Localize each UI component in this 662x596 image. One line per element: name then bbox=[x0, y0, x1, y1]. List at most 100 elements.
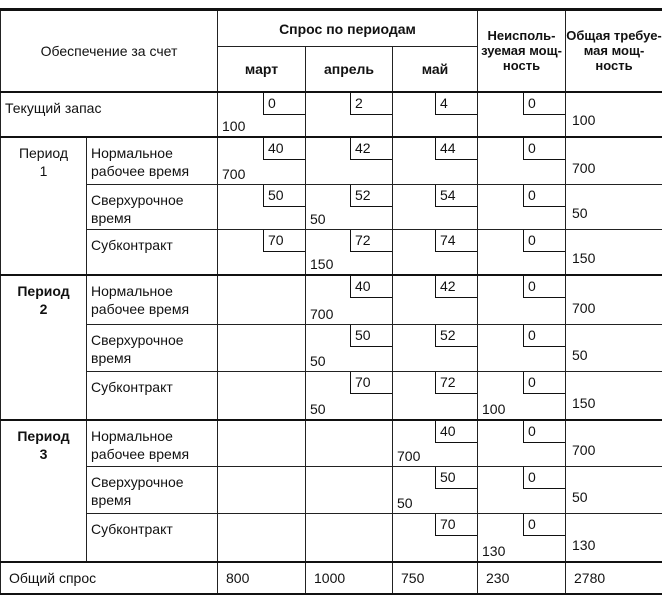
table-row: Субконтракт 70 50 72 0 100 150 bbox=[1, 371, 662, 420]
allocation-cell: 0 bbox=[477, 466, 566, 514]
total-capacity-cell: 150 bbox=[565, 229, 662, 275]
allocation-cell bbox=[217, 513, 306, 562]
period-number: 3 bbox=[39, 445, 48, 462]
allocated-quantity: 50 bbox=[310, 211, 326, 227]
total-capacity-cell: 150 bbox=[565, 371, 662, 420]
period-label: Период 1 bbox=[0, 135, 87, 275]
row-label: Сверхурочное время bbox=[86, 184, 218, 230]
total-demand-value: 750 bbox=[392, 560, 478, 595]
unit-cost: 0 bbox=[523, 275, 565, 298]
table-row: Субконтракт 70 72 150 74 0 150 bbox=[1, 229, 662, 275]
allocation-cell: 52 50 bbox=[305, 184, 393, 230]
unit-cost: 70 bbox=[263, 230, 305, 252]
total-capacity-header: Общая требуе-мая мощ-ность bbox=[565, 8, 662, 93]
allocated-quantity: 50 bbox=[310, 400, 326, 417]
total-capacity-value: 130 bbox=[572, 536, 596, 553]
total-demand-value: 1000 bbox=[305, 560, 393, 595]
allocation-cell: 4 bbox=[392, 90, 478, 137]
unit-cost: 42 bbox=[435, 275, 477, 298]
month-header: май bbox=[392, 46, 478, 93]
total-capacity-value: 700 bbox=[572, 442, 596, 458]
allocation-cell: 0 130 bbox=[477, 513, 566, 562]
allocation-cell: 0 bbox=[477, 418, 566, 467]
table-row: Период 3 Нормальное рабочее время 40 700 0 700 bbox=[0, 418, 662, 562]
total-capacity-value: 50 bbox=[572, 489, 588, 505]
month-header: март bbox=[217, 46, 306, 93]
allocation-cell: 42 bbox=[305, 135, 393, 185]
row-label: Нормальное рабочее время bbox=[86, 418, 218, 467]
total-capacity-value: 700 bbox=[572, 300, 596, 316]
allocation-cell: 0 bbox=[477, 135, 566, 185]
allocation-cell: 42 bbox=[392, 273, 478, 325]
allocation-cell bbox=[217, 324, 306, 372]
unit-cost: 0 bbox=[523, 420, 565, 443]
unit-cost: 50 bbox=[263, 185, 305, 207]
unit-cost: 0 bbox=[523, 372, 565, 394]
total-capacity-cell: 50 bbox=[565, 184, 662, 230]
total-capacity-cell: 700 bbox=[565, 273, 662, 325]
total-capacity-cell: 130 bbox=[565, 513, 662, 562]
total-capacity-cell: 100 bbox=[565, 90, 662, 137]
allocation-cell bbox=[217, 371, 306, 420]
allocation-cell: 0 bbox=[477, 90, 566, 137]
unit-cost: 0 bbox=[523, 514, 565, 536]
row-label: Нормальное рабочее время bbox=[86, 135, 218, 185]
period-number: 1 bbox=[39, 162, 48, 179]
allocation-cell: 72 150 bbox=[305, 229, 393, 275]
unit-cost: 0 bbox=[523, 325, 565, 347]
unit-cost: 0 bbox=[523, 92, 565, 115]
total-capacity-cell: 50 bbox=[565, 466, 662, 514]
unit-cost: 40 bbox=[435, 420, 477, 443]
allocation-cell bbox=[305, 513, 393, 562]
total-capacity-cell: 700 bbox=[565, 135, 662, 185]
allocated-quantity: 150 bbox=[310, 255, 334, 272]
allocation-cell bbox=[217, 273, 306, 325]
unit-cost: 52 bbox=[435, 325, 477, 347]
total-capacity-value: 700 bbox=[572, 160, 596, 176]
unit-cost: 40 bbox=[350, 275, 392, 298]
total-capacity-value: 150 bbox=[572, 249, 596, 266]
allocation-cell bbox=[305, 418, 393, 467]
allocation-cell: 50 50 bbox=[305, 324, 393, 372]
unit-cost: 70 bbox=[350, 372, 392, 394]
unit-cost: 40 bbox=[263, 137, 305, 160]
row-label: Субконтракт bbox=[86, 229, 218, 275]
supply-source-header: Обеспечение за счет bbox=[0, 8, 218, 93]
unit-cost: 74 bbox=[435, 230, 477, 252]
total-capacity-value: 50 bbox=[572, 205, 588, 221]
allocated-quantity: 130 bbox=[482, 542, 506, 559]
unit-cost: 44 bbox=[435, 137, 477, 160]
allocation-cell bbox=[217, 418, 306, 467]
unit-cost: 50 bbox=[350, 325, 392, 347]
allocation-cell: 70 bbox=[217, 229, 306, 275]
total-demand-value: 2780 bbox=[565, 560, 662, 595]
unit-cost: 0 bbox=[523, 230, 565, 252]
row-label: Текущий запас bbox=[0, 90, 218, 137]
allocation-cell: 50 50 bbox=[392, 466, 478, 514]
period-name: Период bbox=[17, 427, 70, 444]
period-label: Период 3 bbox=[0, 418, 87, 562]
month-header: апрель bbox=[305, 46, 393, 93]
demand-by-period-header: Спрос по периодам bbox=[217, 8, 478, 47]
row-label: Нормальное рабочее время bbox=[86, 273, 218, 325]
unit-cost: 0 bbox=[523, 185, 565, 207]
allocation-cell: 72 bbox=[392, 371, 478, 420]
unit-cost: 72 bbox=[350, 230, 392, 252]
total-capacity-value: 100 bbox=[572, 111, 596, 128]
row-label: Субконтракт bbox=[86, 513, 218, 562]
unit-cost: 42 bbox=[350, 137, 392, 160]
unit-cost: 4 bbox=[435, 92, 477, 115]
table-row: Сверхурочное время 50 52 50 54 0 50 bbox=[1, 184, 662, 230]
allocation-cell: 74 bbox=[392, 229, 478, 275]
allocation-cell: 40 700 bbox=[305, 273, 393, 325]
total-demand-row: Общий спрос 800 1000 750 230 2780 bbox=[0, 560, 662, 595]
allocation-cell bbox=[217, 466, 306, 514]
allocated-quantity: 700 bbox=[397, 448, 421, 464]
allocated-quantity: 700 bbox=[310, 306, 334, 322]
row-label: Общий спрос bbox=[0, 560, 218, 595]
unit-cost: 0 bbox=[263, 92, 305, 115]
unit-cost: 70 bbox=[435, 514, 477, 536]
allocation-cell: 44 bbox=[392, 135, 478, 185]
allocation-cell: 40 700 bbox=[392, 418, 478, 467]
table-row: Текущий запас 0 100 2 4 0 100 bbox=[0, 90, 662, 137]
